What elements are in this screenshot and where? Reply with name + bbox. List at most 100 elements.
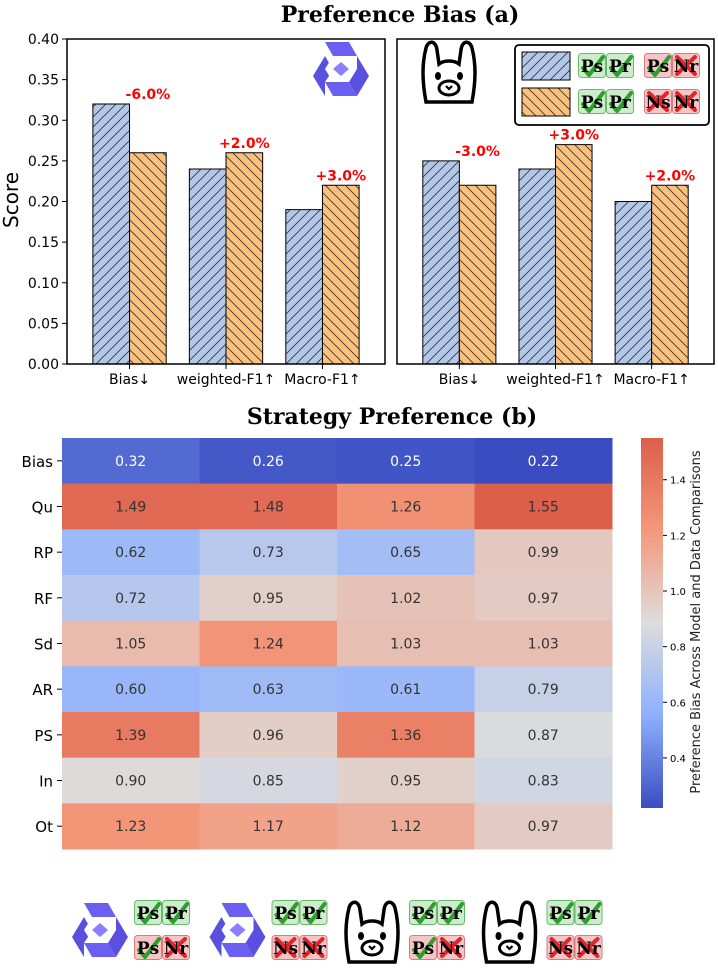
- tile-label: Nr: [301, 939, 327, 959]
- x-tick-label: weighted-F1↑: [177, 372, 275, 388]
- heatmap-cell-value: 0.32: [115, 454, 146, 470]
- heatmap-cell: [337, 529, 475, 576]
- legend-tile: Ps: [409, 900, 437, 925]
- heatmap-cell: [62, 483, 200, 530]
- heatmap-cell: [62, 757, 200, 804]
- legend-tile: Pr: [574, 900, 603, 925]
- legend-tile: Ps: [134, 900, 162, 925]
- legend-tile: Ps: [271, 900, 300, 925]
- legend-tile: Pr: [299, 900, 328, 925]
- heatmap-cell: [199, 666, 338, 713]
- tile-label: Ps: [581, 57, 603, 77]
- plot-frame-llama: [396, 38, 715, 365]
- heatmap-cell-value: 0.87: [528, 728, 559, 744]
- bar-series-1: [422, 160, 460, 365]
- bar-series-2: [458, 184, 497, 365]
- heatmap-cell-value: 0.97: [528, 591, 559, 607]
- y-tick-label: 0.00: [28, 357, 59, 373]
- y-tick-label: 0.25: [28, 154, 59, 170]
- tile-label: Pr: [165, 904, 188, 924]
- tile-label: Pr: [440, 904, 463, 924]
- heatmap-row-label: RP: [34, 544, 53, 562]
- bar-series-2: [225, 152, 264, 365]
- legend-tile: Nr: [574, 935, 603, 960]
- tile-label: Pr: [303, 904, 326, 924]
- heatmap-cell: [62, 575, 200, 622]
- heatmap-cell: [62, 666, 200, 713]
- bar-annotation: +2.0%: [219, 136, 270, 152]
- heatmap-cell: [199, 712, 338, 759]
- heatmap-cell-value: 0.60: [115, 682, 146, 698]
- tile-label: Ps: [581, 93, 603, 113]
- heatmap-cell: [199, 620, 338, 667]
- bar-series-1: [188, 168, 227, 365]
- column-tiles-bottom: Ps Nr: [409, 935, 465, 960]
- legend-tile: Ps: [134, 935, 162, 960]
- heatmap-row-label: PS: [34, 727, 53, 745]
- colorbar-tick-label: 1.2: [670, 531, 686, 542]
- heatmap-row-label: RF: [34, 590, 53, 608]
- legend-tile: Ps: [644, 53, 672, 78]
- x-tick-label: Macro-F1↑: [284, 372, 360, 388]
- heatmap-cell: [474, 620, 613, 667]
- tile-label: Nr: [164, 939, 190, 959]
- bar-annotation: -6.0%: [126, 87, 171, 103]
- heatmap-cell-value: 1.24: [253, 637, 284, 653]
- heatmap-cell: [199, 575, 338, 622]
- column-icon-group: Ps Pr Ps Nr: [344, 900, 465, 964]
- legend-tile: Pr: [606, 89, 634, 114]
- x-tick-label: Macro-F1↑: [613, 372, 689, 388]
- heatmap-cell: [474, 712, 613, 759]
- heatmap-cell-value: 0.26: [253, 454, 284, 470]
- title-b: Strategy Preference (b): [247, 404, 537, 430]
- heatmap-cell-value: 1.48: [253, 500, 284, 516]
- y-tick-label: 0.05: [28, 316, 59, 332]
- tile-label: Nr: [439, 939, 465, 959]
- heatmap-cell-value: 1.17: [253, 819, 284, 835]
- bar-legend: Ps Pr Ps Nr Ps Pr Ns Nr: [514, 44, 710, 126]
- heatmap-cell-value: 1.12: [390, 819, 421, 835]
- heatmap-cell-value: 1.02: [390, 591, 421, 607]
- colorbar: [641, 438, 663, 808]
- legend-tile: Pr: [437, 900, 465, 925]
- legend-tile: Ns: [546, 935, 575, 960]
- heatmap-cell-value: 0.63: [253, 682, 284, 698]
- colorbar-tick-label: 1.0: [670, 587, 686, 598]
- legend-tile: Ps: [578, 89, 606, 114]
- plot-frame-qwen: [66, 38, 386, 365]
- y-tick-label: 0.35: [28, 73, 59, 89]
- heatmap-cell: [474, 483, 613, 530]
- legend-tile: Pr: [162, 900, 190, 925]
- tile-label: Ns: [645, 93, 670, 113]
- heatmap-cell: [199, 757, 338, 804]
- column-icon-group: Ps Pr Ps Nr: [72, 900, 190, 960]
- legend-tile: Ns: [271, 935, 300, 960]
- bar-series-1: [518, 168, 556, 365]
- heatmap-cell-value: 0.79: [528, 682, 559, 698]
- heatmap-cell-value: 0.73: [253, 545, 284, 561]
- heatmap-cell: [337, 666, 475, 713]
- bar-annotation: +3.0%: [548, 128, 599, 144]
- legend-tile: Nr: [672, 53, 700, 78]
- heatmap-row-label: Bias: [22, 453, 54, 471]
- heatmap-cell-value: 0.99: [528, 545, 559, 561]
- heatmap-cell: [62, 803, 200, 850]
- heatmap-cell: [62, 620, 200, 667]
- heatmap-cell-value: 0.97: [528, 819, 559, 835]
- colorbar-tick-label: 0.4: [670, 754, 686, 765]
- legend-tile: Ps: [546, 900, 575, 925]
- column-tiles-top: Ps Pr: [409, 900, 465, 925]
- qwen-logo-icon: [209, 903, 266, 957]
- heatmap-cell-value: 1.23: [115, 819, 146, 835]
- heatmap-cell-value: 0.61: [390, 682, 421, 698]
- column-tiles-top: Ps Pr: [134, 900, 190, 925]
- legend-row-1: Ps Pr Ps Nr: [578, 53, 700, 78]
- y-tick-label: 0.40: [28, 32, 59, 48]
- heatmap-cell-value: 1.36: [390, 728, 421, 744]
- llama-logo-icon: [481, 900, 538, 964]
- heatmap-cell: [474, 529, 613, 576]
- bar-series-1: [614, 201, 653, 365]
- legend-swatch-blue: [521, 51, 571, 81]
- heatmap-cell: [62, 712, 200, 759]
- bar-panel-llama: -3.0% Bias↓ +3.0% weighted-F1↑ +2.0% Macro-F1…: [422, 128, 695, 388]
